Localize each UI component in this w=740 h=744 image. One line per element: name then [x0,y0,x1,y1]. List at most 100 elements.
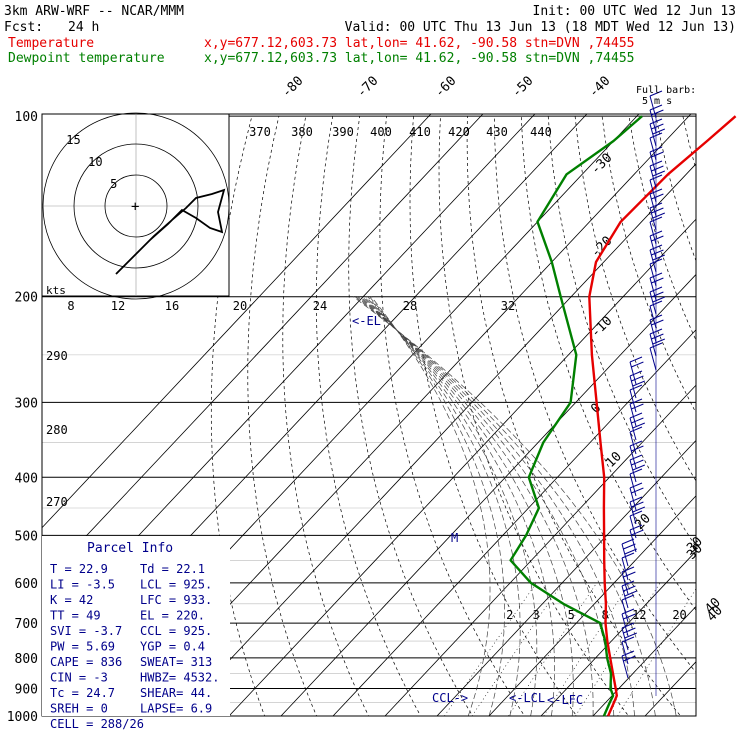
dry-adiabat-line [574,116,696,482]
pressure-tick-label: 1000 [7,710,38,725]
isotherm-label: -80 [279,74,306,101]
wind-barb-staff [629,487,637,511]
hodograph-kts-label: kts [46,284,66,297]
isotherm-line [592,605,696,716]
mixing-ratio-label: 12 [632,608,646,622]
wind-barb-staff [649,347,657,371]
wind-barb-staff [649,235,657,259]
wind-barb-flag [621,622,635,629]
moist-adiabat-line [353,296,677,716]
forecast-hours: 24 h [68,20,99,35]
wind-barb-flag [632,422,645,429]
wind-barb-staff [629,515,637,539]
wind-barb-flag [652,254,665,261]
wind-barb-staff [649,137,657,161]
wind-barb-flag [631,501,644,508]
isotherm-line [176,163,696,716]
wind-barb-staff [649,109,657,133]
theta-label: 380 [291,125,313,139]
wind-barb-staff [649,221,657,245]
wind-barb-flag [621,608,635,615]
hodograph-center: + [131,199,139,215]
parcel-info-panel: Parcel Info T = 22.9 Td = 22.1 LI = -3.5 LCL… [42,536,230,731]
moist-adiabat-line [365,296,538,716]
wind-legend-line1: Full barb: [636,85,696,96]
wind-barb-flag [629,468,643,475]
pressure-tick-label: 700 [15,617,38,632]
wind-barb-staff [629,417,637,441]
plot-frame [41,113,697,717]
wind-barb-flag [631,361,644,368]
location-info-dewpoint: x,y=677.12,603.73 lat,lon= 41.62, -90.58… [204,51,634,66]
wind-barb-staff [629,375,637,399]
dry-adiabat-line [682,116,696,171]
dry-adiabat-line [520,116,696,611]
parcel-info-value: CIN = -3 [50,671,108,685]
mixing-ratio-label: 2 [506,608,513,622]
dry-adiabat-line [282,116,369,716]
hodograph-ring-label: 10 [88,155,102,169]
pressure-tick-label: 400 [15,471,38,486]
dry-adiabat-line [379,116,526,716]
speed-tick-label: 24 [313,299,327,313]
wind-barb-flag [631,459,644,466]
wind-barb-staff [649,193,657,217]
theta-label: 440 [530,125,552,139]
wind-barb-flag [649,286,663,293]
wind-barb-staff [621,641,629,665]
wind-barb-flag [629,370,643,377]
isotherm-label: -10 [588,314,615,341]
wind-barb-flag [631,445,644,452]
wind-barb-staff [621,543,629,567]
moist-adiabat-line [354,296,656,716]
parcel-info-value: SVI = -3.7 [50,624,122,638]
wind-barb-staff [649,151,657,175]
pressure-tick-label: 600 [15,577,38,592]
moist-adiabat-line [371,296,491,716]
wind-barb-staff [649,277,657,301]
mixing-ratio-label: 3 [533,608,540,622]
wind-barb-flag [649,90,663,97]
wind-barb-flag [651,193,664,200]
parcel-info-value: Tc = 24.7 [50,686,115,700]
isotherm-line [228,218,696,716]
wind-barb-flag [649,314,663,321]
mixing-ratio-line [575,582,661,716]
wind-barb-staff [621,571,629,595]
wind-barb-staff [629,459,637,483]
theta-label: 370 [249,125,271,139]
parcel-info-value: LCL = 925. [140,578,212,592]
hodograph-ring-label: 15 [66,133,80,147]
isotherm-label: -60 [432,74,459,101]
wind-barb-staff [629,361,637,385]
wind-barb-flag [652,170,665,177]
wind-barb-flag [651,319,664,326]
wind-barb-flag [629,398,643,405]
wind-barb-flag [621,594,635,601]
temperature-curve [588,115,737,717]
parcel-info-value: CELL = 288/26 [50,717,144,731]
wind-barb-staff [649,123,657,147]
dewpoint-legend: Dewpoint temperature [8,51,165,66]
dry-adiabat-line [601,116,696,414]
pressure-tick-label: 100 [15,110,38,125]
moist-adiabat-line [367,296,521,716]
wind-barb-staff [629,445,637,469]
isotherm-line [42,114,484,584]
parcel-info-value: T = 22.9 [50,562,108,576]
wind-barb-flag [651,235,664,242]
init-time: Init: 00 UTC Wed 12 Jun 13 [533,4,737,19]
wind-barb-flag [621,636,635,643]
el-annotation: <-EL [352,314,381,328]
valid-time: Valid: 00 UTC Thu 13 Jun 13 (18 MDT Wed … [345,20,736,35]
wind-barb-flag [649,300,663,307]
wind-barb-flag [651,333,664,340]
wind-barb-flag [623,627,636,634]
moist-adiabat-line [362,296,574,716]
hodograph-ring [73,143,199,269]
theta-label: 390 [332,125,354,139]
isotherm-label: -70 [354,74,381,101]
wind-barb-flag [629,510,643,517]
hodograph-ring [104,174,168,238]
dry-adiabat-line [493,116,696,674]
